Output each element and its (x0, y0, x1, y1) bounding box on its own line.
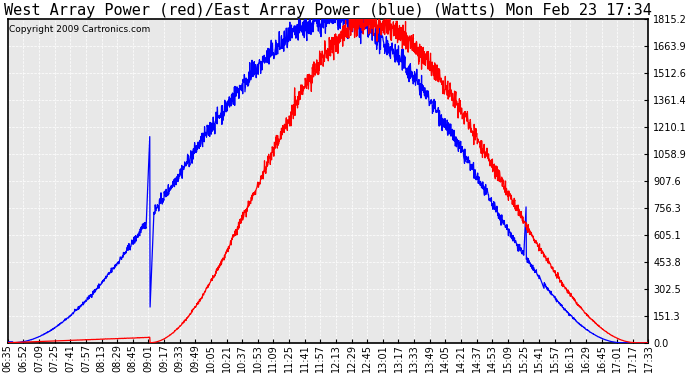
Text: Copyright 2009 Cartronics.com: Copyright 2009 Cartronics.com (9, 26, 150, 34)
Title: West Array Power (red)/East Array Power (blue) (Watts) Mon Feb 23 17:34: West Array Power (red)/East Array Power … (4, 3, 652, 18)
